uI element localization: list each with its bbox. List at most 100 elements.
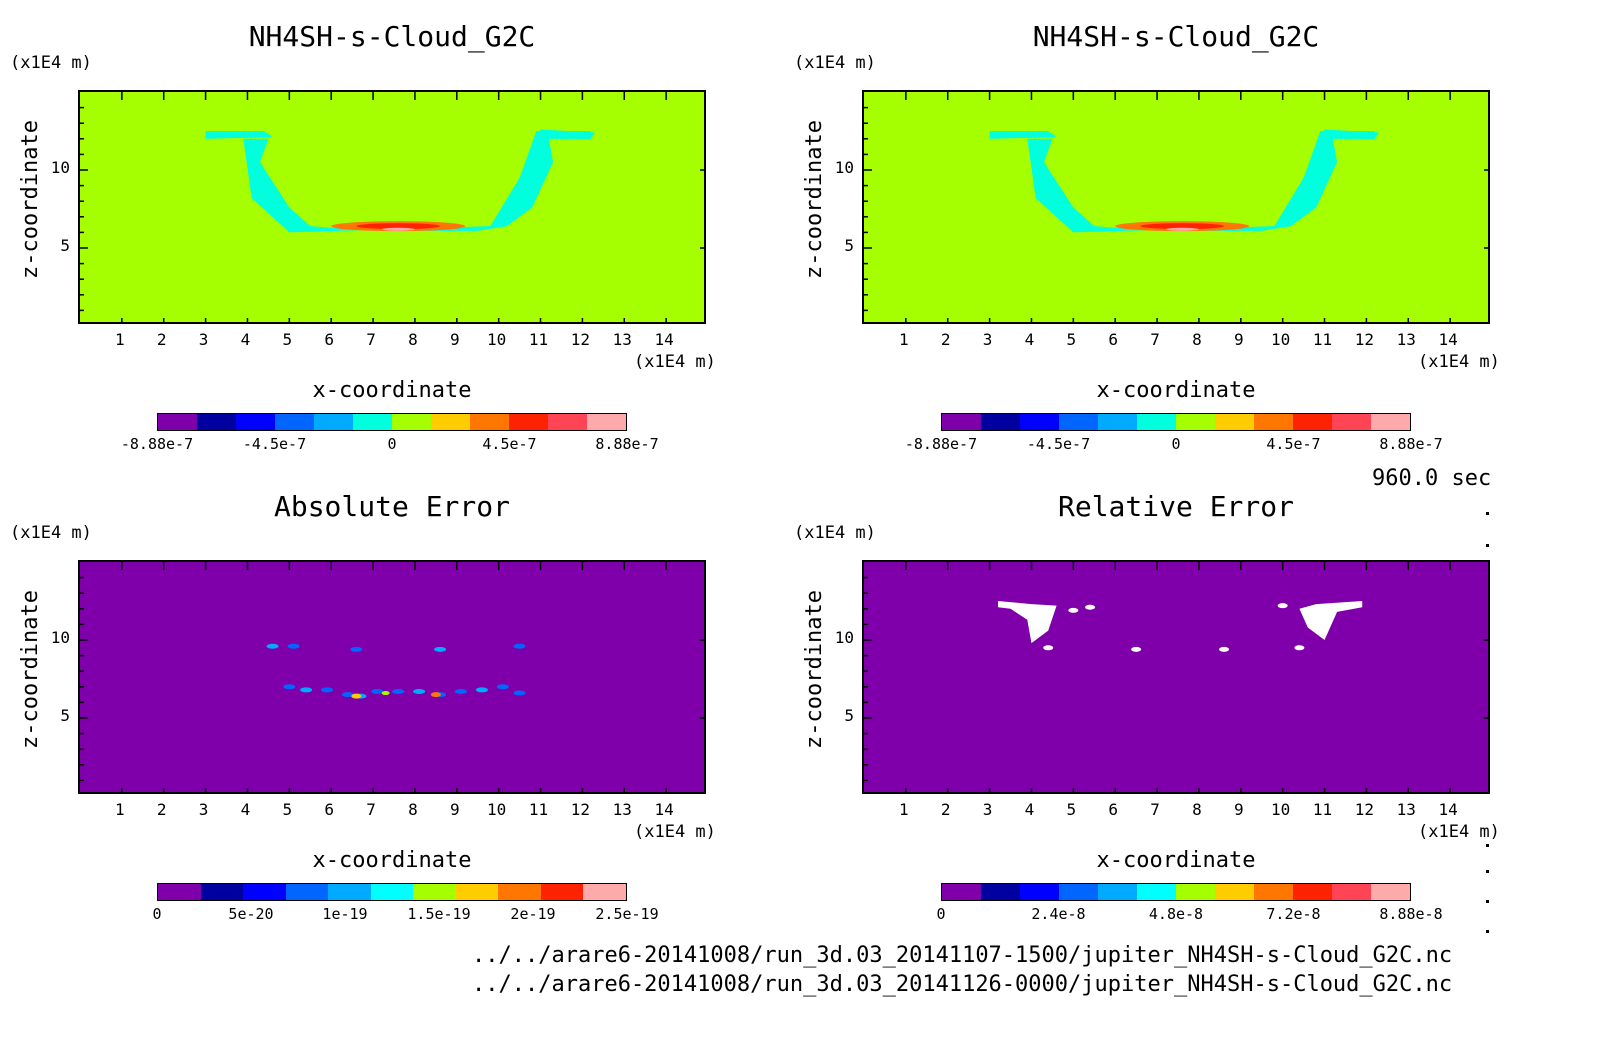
y-tick-label: 5 bbox=[60, 236, 70, 255]
error-blob bbox=[475, 687, 488, 693]
colorbar-swatch bbox=[285, 884, 329, 900]
error-peak bbox=[430, 692, 441, 698]
y-unit-label: (x1E4 m) bbox=[10, 53, 92, 73]
colorbar-swatch bbox=[470, 414, 509, 430]
colorbar-swatch bbox=[243, 884, 286, 900]
colorbar-label: 8.88e-7 bbox=[595, 435, 659, 453]
colorbar-swatch bbox=[328, 884, 371, 900]
colorbar-swatch bbox=[1020, 884, 1059, 900]
colorbar-swatch bbox=[1371, 414, 1410, 430]
colorbar-swatch bbox=[413, 884, 456, 900]
hotspot-core bbox=[1165, 227, 1199, 231]
x-tick-label: 13 bbox=[612, 800, 632, 819]
error-blob bbox=[434, 646, 447, 652]
chart-title: NH4SH-s-Cloud_G2C bbox=[1032, 20, 1320, 53]
x-axis-label: x-coordinate bbox=[1096, 848, 1256, 873]
error-blob bbox=[1219, 646, 1230, 652]
colorbar-swatch bbox=[1176, 884, 1215, 900]
x-tick-label: 11 bbox=[528, 330, 549, 349]
cloud-cap-right bbox=[536, 129, 595, 139]
colorbar-label: -4.5e-7 bbox=[1026, 435, 1091, 453]
colorbar-swatch bbox=[1332, 884, 1371, 900]
error-blob bbox=[1068, 607, 1079, 613]
error-blob bbox=[283, 684, 296, 690]
colorbar-swatch bbox=[236, 414, 275, 430]
x-tick-label: 3 bbox=[198, 800, 209, 819]
y-axis-label: z-coordinate bbox=[18, 590, 43, 749]
error-blob bbox=[300, 687, 313, 693]
colorbar-label: -4.5e-7 bbox=[242, 435, 307, 453]
y-unit-label: (x1E4 m) bbox=[794, 523, 876, 543]
x-tick-label: 10 bbox=[1271, 330, 1291, 349]
colorbar bbox=[157, 883, 627, 901]
plot-svg bbox=[864, 562, 1488, 792]
colorbar-swatch bbox=[200, 884, 244, 900]
error-blob bbox=[413, 688, 426, 694]
colorbar-swatch bbox=[1371, 884, 1410, 900]
colorbar-swatch bbox=[353, 414, 392, 430]
x-tick-label: 8 bbox=[408, 330, 418, 349]
plot-area bbox=[862, 90, 1490, 324]
colorbar-swatch bbox=[548, 414, 587, 430]
y-tick-label: 5 bbox=[844, 236, 854, 255]
x-tick-label: 7 bbox=[366, 330, 376, 349]
x-tick-label: 8 bbox=[1192, 800, 1202, 819]
colorbar-swatch bbox=[314, 414, 353, 430]
x-tick-label: 11 bbox=[528, 800, 549, 819]
colorbar-label: 1.5e-19 bbox=[407, 905, 471, 923]
colorbar-swatch bbox=[158, 884, 201, 900]
cloud-cap-right bbox=[1320, 129, 1379, 139]
chart-title: Absolute Error bbox=[273, 490, 510, 523]
error-blob bbox=[392, 688, 405, 694]
x-tick-label: 3 bbox=[982, 800, 993, 819]
colorbar-label: 2.5e-19 bbox=[595, 905, 659, 923]
x-tick-label: 13 bbox=[1396, 330, 1416, 349]
colorbar-swatch bbox=[942, 884, 981, 900]
plot-svg bbox=[80, 562, 704, 792]
x-tick-label: 11 bbox=[1312, 330, 1333, 349]
marker-dot bbox=[1486, 512, 1489, 515]
x-tick-label: 8 bbox=[1192, 330, 1202, 349]
error-blob bbox=[1277, 603, 1288, 609]
x-tick-label: 1 bbox=[899, 800, 909, 819]
y-axis-label: z-coordinate bbox=[802, 590, 827, 749]
x-tick-label: 5 bbox=[1066, 330, 1077, 349]
x-tick-label: 4 bbox=[1024, 800, 1035, 819]
x-unit-label: (x1E4 m) bbox=[1418, 352, 1500, 372]
colorbar-swatch bbox=[1332, 414, 1371, 430]
y-tick-label: 5 bbox=[844, 706, 854, 725]
file-path-2: ../../arare6-20141008/run_3d.03_20141126… bbox=[472, 972, 1453, 997]
x-tick-label: 12 bbox=[1354, 800, 1375, 819]
x-tick-label: 6 bbox=[324, 800, 334, 819]
colorbar-swatch bbox=[1254, 414, 1293, 430]
hotspot-inner bbox=[1140, 223, 1225, 230]
error-blob bbox=[496, 684, 509, 690]
colorbar-label: 4.8e-8 bbox=[1148, 905, 1204, 923]
marker-dot bbox=[1486, 844, 1489, 847]
colorbar-swatch bbox=[392, 414, 431, 430]
x-tick-label: 13 bbox=[612, 330, 632, 349]
x-tick-label: 2 bbox=[156, 330, 167, 349]
x-tick-label: 2 bbox=[940, 800, 951, 819]
x-tick-label: 9 bbox=[449, 330, 460, 349]
colorbar-label: 2.4e-8 bbox=[1031, 905, 1086, 923]
colorbar-swatch bbox=[275, 414, 314, 430]
x-tick-label: 4 bbox=[240, 330, 251, 349]
x-tick-label: 12 bbox=[570, 800, 591, 819]
colorbar-swatch bbox=[1137, 884, 1176, 900]
x-tick-label: 14 bbox=[1438, 330, 1458, 349]
x-tick-label: 5 bbox=[1066, 800, 1077, 819]
colorbar-swatch bbox=[455, 884, 499, 900]
colorbar-swatch bbox=[1293, 884, 1332, 900]
y-axis-label: z-coordinate bbox=[18, 120, 43, 279]
x-tick-label: 10 bbox=[487, 800, 507, 819]
error-blob bbox=[321, 687, 334, 693]
x-tick-label: 6 bbox=[1108, 800, 1118, 819]
x-axis-label: x-coordinate bbox=[1096, 378, 1256, 403]
colorbar-swatch bbox=[1254, 884, 1293, 900]
x-tick-label: 12 bbox=[1354, 330, 1375, 349]
x-axis-label: x-coordinate bbox=[312, 378, 472, 403]
colorbar-label: 7.2e-8 bbox=[1266, 905, 1321, 923]
colorbar-swatch bbox=[1059, 884, 1098, 900]
y-tick-label: 10 bbox=[834, 158, 854, 177]
